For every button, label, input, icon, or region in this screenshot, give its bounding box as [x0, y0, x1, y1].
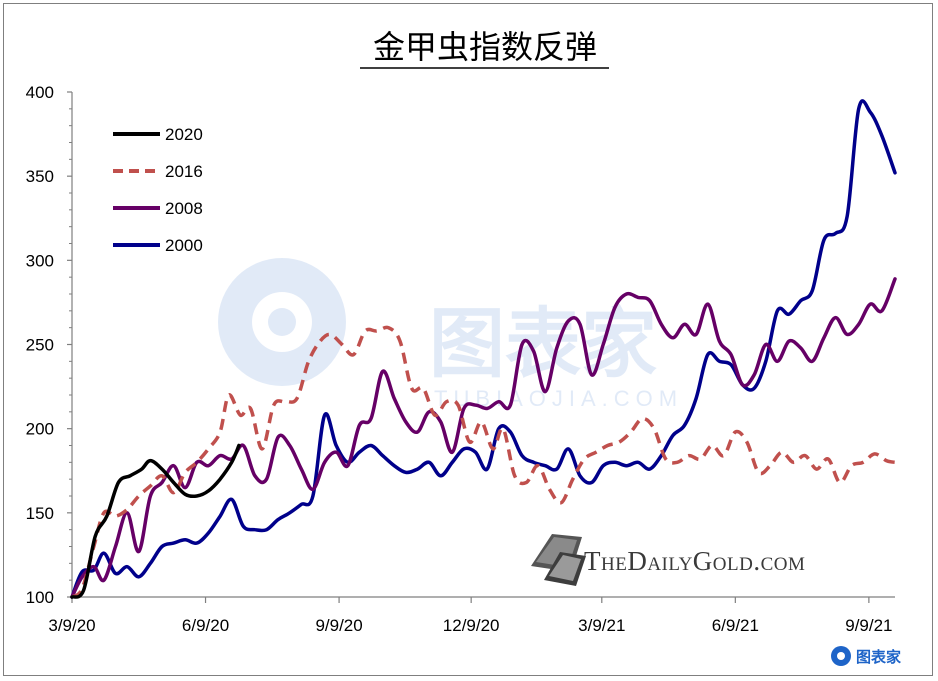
- line-chart: 图表家 TUBIAOJIA.COM 金甲虫指数反弹 100 150 200 250 30…: [26, 28, 901, 666]
- legend-label-2016: 2016: [165, 162, 203, 181]
- legend-label-2008: 2008: [165, 199, 203, 218]
- watermark-circle-icon: [218, 258, 346, 386]
- tubiaojia-watermark: 图表家 TUBIAOJIA.COM: [218, 258, 683, 411]
- x-tick-label: 12/9/20: [443, 616, 500, 635]
- x-tick-label: 6/9/20: [182, 616, 229, 635]
- series-line-2020: [70, 443, 241, 599]
- y-tick-label: 300: [26, 251, 54, 270]
- y-tick-label: 100: [26, 588, 54, 607]
- x-tick-label: 6/9/21: [712, 616, 759, 635]
- gold-bar-icon: [531, 534, 586, 586]
- x-tick-label: 9/9/20: [315, 616, 362, 635]
- y-axis-ticks: 100 150 200 250 300 350 400: [26, 83, 72, 607]
- legend-label-2000: 2000: [165, 236, 203, 255]
- x-axis-ticks: 3/9/20 6/9/20 9/9/20 12/9/20 3/9/21 6/9/21 9/9…: [48, 597, 893, 635]
- y-tick-label: 250: [26, 336, 54, 355]
- corner-logo: 图表家: [831, 646, 901, 666]
- corner-logo-eye-icon: [837, 652, 845, 660]
- legend-label-2020: 2020: [165, 125, 203, 144]
- x-tick-label: 9/9/21: [845, 616, 892, 635]
- series-lines: [70, 99, 897, 599]
- watermark-logo-text: 图表家: [429, 299, 657, 388]
- y-tick-label: 350: [26, 167, 54, 186]
- brand-text: TheDailyGold.com: [584, 546, 805, 576]
- y-tick-label: 400: [26, 83, 54, 102]
- series-line-2008: [70, 277, 897, 599]
- watermark-logo-subtext: TUBIAOJIA.COM: [434, 386, 683, 411]
- watermark-eye-icon: [252, 292, 312, 352]
- y-tick-label: 150: [26, 504, 54, 523]
- legend: 2020 2016 2008 2000: [113, 125, 203, 255]
- watermark-pupil-icon: [268, 308, 296, 336]
- y-tick-label: 200: [26, 420, 54, 439]
- x-tick-label: 3/9/20: [48, 616, 95, 635]
- series-line-2000: [70, 99, 897, 599]
- x-tick-label: 3/9/21: [578, 616, 625, 635]
- thedailygold-watermark: TheDailyGold.com: [531, 534, 805, 586]
- chart-frame: 图表家 TUBIAOJIA.COM 金甲虫指数反弹 100 150 200 250 30…: [3, 3, 933, 676]
- chart-title: 金甲虫指数反弹: [373, 28, 597, 66]
- corner-logo-text: 图表家: [856, 648, 901, 666]
